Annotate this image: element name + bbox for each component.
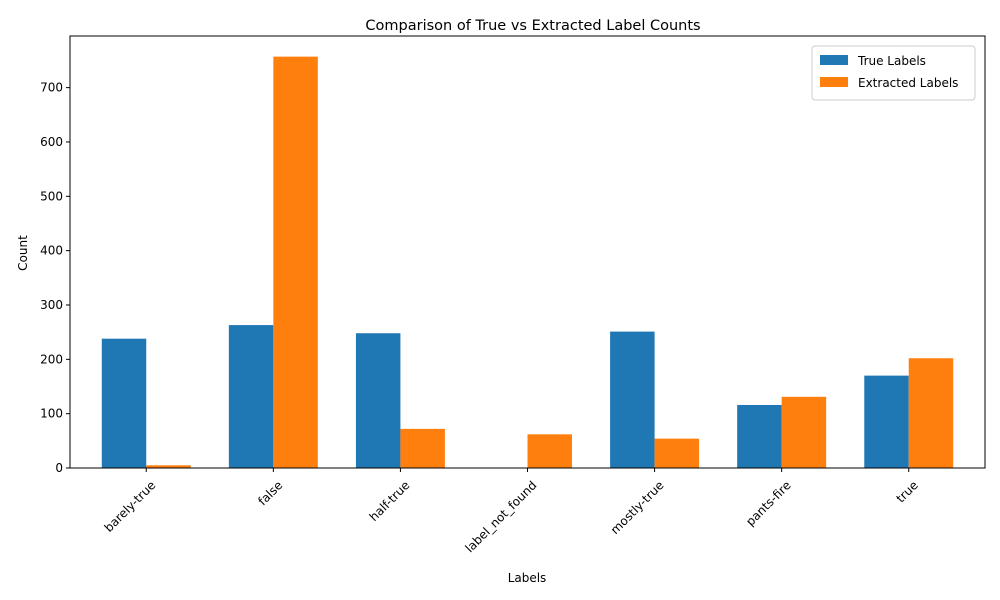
- x-tick-label: true: [893, 478, 920, 505]
- y-axis-label: Count: [16, 235, 30, 271]
- bar-true-labels-pants-fire: [737, 404, 782, 468]
- y-tick-label: 500: [40, 189, 63, 203]
- bar-true-labels-mostly-true: [610, 331, 655, 468]
- x-tick-label: half-true: [367, 478, 413, 524]
- legend-swatch: [820, 77, 848, 87]
- x-axis-ticks: barely-true false half-true label_not_found…: [102, 468, 921, 555]
- legend-box: [811, 45, 976, 101]
- y-tick-label: 300: [40, 298, 63, 312]
- x-tick-label: false: [255, 478, 285, 508]
- x-tick-label: mostly-true: [608, 478, 667, 537]
- legend-label: Extracted Labels: [858, 76, 958, 90]
- x-tick-label: barely-true: [102, 478, 159, 535]
- bar-true-labels-half-true: [355, 333, 401, 468]
- y-tick-label: 400: [40, 244, 63, 258]
- y-tick-label: 600: [40, 135, 63, 149]
- x-tick-label: pants-fire: [743, 478, 794, 529]
- y-tick-label: 200: [40, 352, 63, 366]
- plot-frame: [69, 35, 986, 469]
- y-tick-label: 100: [40, 407, 63, 421]
- bar-true-labels-barely-true: [101, 338, 147, 468]
- bar-extracted-labels-mostly-true: [654, 438, 700, 468]
- y-axis-ticks: 0 100 200 300 400 500 600 700: [40, 81, 70, 475]
- bar-extracted-labels-label_not_found: [527, 434, 572, 468]
- x-tick-label: label_not_found: [462, 478, 539, 555]
- bars-group: [101, 56, 954, 469]
- y-tick-label: 700: [40, 81, 63, 95]
- bar-true-labels-true: [864, 375, 909, 468]
- bar-extracted-labels-barely-true: [146, 465, 191, 468]
- bar-extracted-labels-false: [273, 56, 318, 469]
- y-tick-label: 0: [55, 461, 63, 475]
- legend-swatch: [820, 55, 848, 65]
- bar-extracted-labels-true: [908, 358, 954, 468]
- bar-extracted-labels-half-true: [400, 428, 445, 468]
- bar-extracted-labels-pants-fire: [781, 396, 827, 468]
- legend: True Labels Extracted Labels: [811, 45, 976, 101]
- bar-true-labels-false: [228, 325, 274, 468]
- legend-label: True Labels: [857, 54, 926, 68]
- x-axis-label: Labels: [508, 571, 547, 585]
- chart-title: Comparison of True vs Extracted Label Co…: [365, 18, 700, 34]
